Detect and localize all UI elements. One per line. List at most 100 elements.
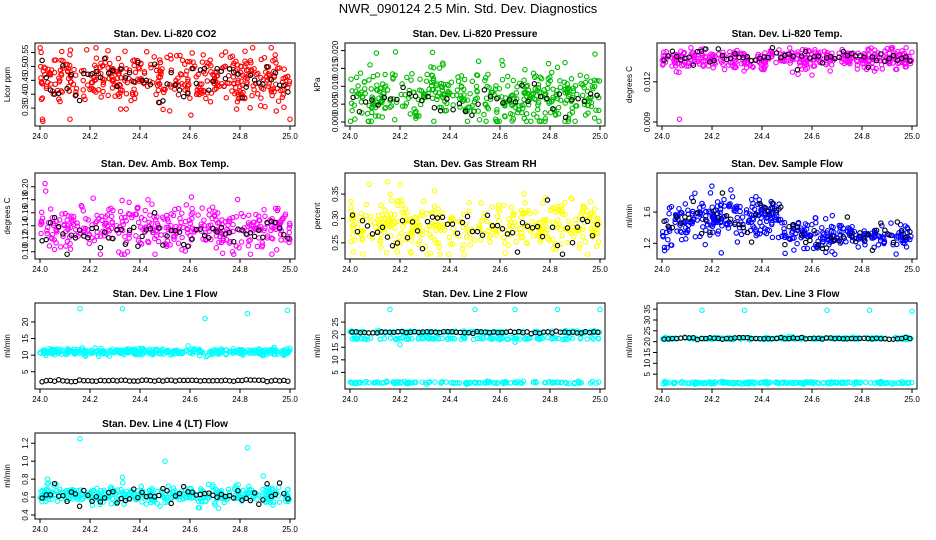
data-point: [67, 47, 74, 53]
data-point: [112, 93, 118, 99]
data-point: [179, 491, 185, 497]
data-point: [400, 224, 406, 230]
data-point: [583, 74, 590, 80]
reference-point: [201, 65, 208, 72]
reference-point: [114, 500, 120, 506]
data-point: [869, 59, 875, 66]
panel-title: Stan. Dev. Gas Stream RH: [413, 159, 536, 170]
data-point: [417, 76, 423, 82]
data-point: [156, 74, 162, 80]
outlier-point: [384, 179, 391, 185]
data-point: [495, 202, 502, 208]
data-point: [700, 62, 706, 68]
outlier-point: [512, 306, 518, 313]
data-point: [594, 77, 600, 84]
data-point: [281, 104, 287, 110]
reference-point: [524, 223, 531, 229]
data-point: [42, 65, 48, 71]
data-point: [582, 238, 589, 245]
data-point: [807, 61, 813, 67]
data-point: [875, 335, 882, 342]
data-point: [130, 212, 136, 218]
data-point: [359, 237, 365, 243]
reference-point: [230, 495, 237, 501]
data-point: [508, 334, 514, 340]
reference-point: [160, 98, 166, 104]
data-point: [672, 219, 678, 226]
data-point: [188, 194, 195, 200]
data-point: [60, 233, 66, 240]
data-point: [176, 350, 183, 356]
data-point: [180, 224, 187, 231]
data-point: [141, 70, 148, 76]
data-point: [127, 211, 133, 218]
data-point: [508, 204, 514, 210]
x-tick-label: 24.8: [854, 132, 870, 141]
reference-point: [470, 330, 476, 337]
reference-point: [807, 237, 813, 244]
reference-point: [595, 329, 601, 336]
data-point: [280, 91, 286, 98]
data-point: [219, 250, 226, 257]
data-point: [445, 335, 452, 341]
data-point: [792, 380, 798, 386]
data-point: [230, 251, 237, 257]
data-point: [593, 107, 599, 113]
data-point: [106, 206, 112, 213]
reference-point: [239, 95, 245, 101]
data-point: [379, 212, 385, 218]
data-point: [258, 348, 265, 355]
reference-point: [272, 70, 279, 76]
reference-point: [369, 231, 376, 237]
data-point: [360, 228, 367, 234]
reference-point: [450, 106, 456, 113]
data-point: [143, 501, 150, 507]
data-point: [518, 207, 524, 214]
outlier-point: [824, 307, 830, 314]
y-tick-label: 0.000: [331, 111, 340, 132]
data-point: [564, 81, 570, 87]
data-point: [219, 65, 226, 71]
data-point: [833, 334, 839, 341]
reference-point: [43, 74, 49, 81]
data-point: [104, 494, 111, 501]
reference-point: [235, 71, 241, 77]
data-point: [188, 112, 194, 118]
data-point: [260, 486, 266, 493]
data-point: [249, 348, 255, 354]
data-point: [426, 223, 433, 229]
data-point: [804, 65, 811, 71]
data-point: [394, 249, 401, 255]
data-point: [234, 196, 241, 203]
data-point: [271, 89, 277, 95]
data-point: [877, 379, 883, 386]
data-point: [592, 206, 598, 212]
data-point: [227, 216, 233, 222]
data-point: [513, 239, 520, 245]
data-point: [130, 492, 137, 498]
reference-point: [828, 53, 834, 60]
data-point: [269, 251, 275, 257]
data-point: [812, 230, 818, 237]
reference-point: [126, 227, 133, 234]
data-point: [748, 219, 754, 226]
data-point: [569, 335, 576, 342]
data-point: [781, 219, 788, 226]
panel-title: Stan. Dev. Li-820 CO2: [114, 29, 217, 40]
data-point: [56, 79, 63, 85]
data-point: [52, 81, 59, 88]
plot-frame: [34, 42, 296, 127]
reference-point: [844, 214, 851, 220]
x-tick-label: 24.8: [542, 395, 558, 404]
reference-point: [76, 97, 83, 104]
data-point: [81, 93, 87, 100]
data-point: [348, 198, 354, 205]
outlier-point: [124, 249, 131, 255]
data-point: [436, 90, 442, 96]
x-tick-label: 25.0: [282, 525, 298, 534]
data-point: [535, 99, 542, 106]
data-point: [758, 65, 764, 72]
reference-point: [206, 87, 212, 93]
x-tick-label: 24.4: [132, 395, 148, 404]
data-point: [349, 107, 355, 114]
